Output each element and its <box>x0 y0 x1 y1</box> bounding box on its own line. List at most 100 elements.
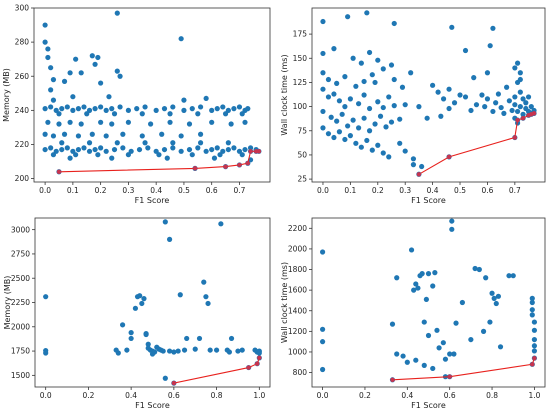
scatter-point <box>203 148 209 154</box>
x-tick-label: 0.8 <box>486 391 498 400</box>
scatter-point <box>225 146 231 153</box>
pareto-frontier-point <box>223 164 228 169</box>
scatter-point <box>142 140 148 146</box>
scatter-point <box>197 140 204 146</box>
scatter-point <box>103 133 109 139</box>
scatter-point <box>336 98 343 104</box>
scatter-point <box>449 226 455 232</box>
scatter-point <box>75 106 82 112</box>
scatter-point <box>339 111 345 117</box>
y-tick-label: 1400 <box>288 306 307 315</box>
scatter-point <box>242 119 248 125</box>
scatter-point <box>319 366 326 373</box>
scatter-point <box>350 117 356 123</box>
scatter-point <box>529 307 535 313</box>
x-tick-label: 0.3 <box>122 186 134 195</box>
scatter-point <box>61 78 68 84</box>
scatter-point <box>389 321 396 327</box>
scatter-point <box>125 119 131 125</box>
pareto-frontier-point <box>256 149 262 154</box>
scatter-point <box>361 92 367 98</box>
scatter-point <box>394 275 400 281</box>
x-axis-label: F1 Score <box>135 196 170 205</box>
scatter-point <box>361 115 367 121</box>
scatter-point <box>528 104 534 110</box>
x-tick-label: 0.0 <box>317 186 329 195</box>
scatter-point <box>152 349 158 355</box>
y-tick-label: 1750 <box>11 347 30 356</box>
scatter-point <box>520 111 526 117</box>
scatter-point <box>217 152 223 158</box>
scatter-point <box>109 121 115 127</box>
y-tick-label: 300 <box>15 4 30 13</box>
scatter-point <box>320 50 326 57</box>
scatter-point <box>178 133 184 139</box>
scatter-point <box>43 350 49 356</box>
scatter-point <box>408 70 414 76</box>
x-tick-label: 0.0 <box>317 391 329 400</box>
x-axis-label: F1 Score <box>411 401 446 410</box>
scatter-point <box>509 107 515 114</box>
x-tick-label: 0.2 <box>95 186 107 195</box>
x-tick-label: 0.5 <box>454 186 466 195</box>
scatter-point <box>399 84 406 90</box>
scatter-point <box>529 299 535 306</box>
scatter-point <box>386 154 392 160</box>
scatter-point <box>506 273 512 279</box>
scatter-point <box>490 25 496 31</box>
scatter-point <box>181 347 188 353</box>
scatter-point <box>471 75 477 81</box>
scatter-point <box>391 76 397 83</box>
scatter-point <box>462 47 469 54</box>
scatter-point <box>213 347 220 353</box>
x-tick-label: 0.2 <box>359 391 371 400</box>
scatter-point <box>419 163 425 170</box>
pareto-frontier-point <box>390 377 395 382</box>
scatter-point <box>98 80 104 86</box>
scatter-point <box>319 326 326 332</box>
scatter-point <box>201 279 207 285</box>
scatter-point <box>56 121 62 127</box>
scatter-point <box>73 56 79 62</box>
scatter-point <box>239 152 245 158</box>
scatter-point <box>380 66 386 72</box>
scatter-point <box>195 145 201 151</box>
scatter-point <box>462 94 469 100</box>
scatter-point <box>328 114 334 120</box>
scatter-point <box>484 70 491 76</box>
pareto-frontier-point <box>416 172 422 177</box>
scatter-point <box>124 347 130 353</box>
x-tick-label: 0.0 <box>39 186 51 195</box>
scatter-point <box>153 107 159 113</box>
scatter-point <box>517 104 523 110</box>
scatter-point <box>162 219 168 225</box>
x-tick-label: 0.2 <box>82 391 94 400</box>
scatter-point <box>476 266 482 273</box>
scatter-point <box>419 271 425 277</box>
x-axis-label: F1 Score <box>411 196 446 205</box>
scatter-point <box>78 70 84 76</box>
scatter-point <box>256 350 262 356</box>
scatter-point <box>70 94 76 100</box>
scatter-point <box>125 152 131 158</box>
scatter-point <box>442 356 449 362</box>
scatter-point <box>517 76 523 83</box>
scatter-point <box>375 57 381 63</box>
scatter-point <box>320 70 326 76</box>
scatter-point <box>446 86 452 92</box>
scatter-point <box>342 74 348 80</box>
scatter-point <box>114 140 120 146</box>
scatter-point <box>92 146 98 153</box>
scatter-point <box>139 300 145 307</box>
scatter-point <box>50 97 57 103</box>
scatter-point <box>236 104 243 110</box>
x-tick-label: 0.2 <box>372 186 384 195</box>
scatter-point <box>42 22 48 28</box>
scatter-point <box>512 102 518 108</box>
scatter-point <box>413 357 419 363</box>
scatter-point <box>493 100 499 106</box>
scatter-point <box>334 118 340 124</box>
scatter-point <box>178 148 184 154</box>
scatter-point <box>364 10 370 16</box>
